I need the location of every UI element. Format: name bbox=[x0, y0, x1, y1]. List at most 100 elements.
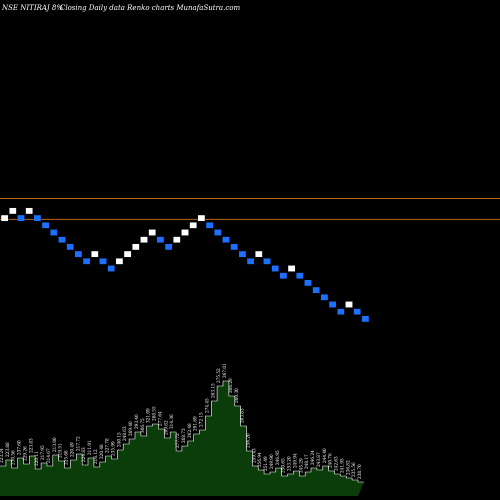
volume-label: 214.67 bbox=[46, 448, 51, 463]
volume-label: 225.68 bbox=[64, 450, 69, 465]
volume-label: 248.17 bbox=[304, 454, 309, 469]
up-brick bbox=[189, 221, 198, 229]
up-brick bbox=[254, 250, 263, 258]
volume-label: 260.30 bbox=[234, 388, 239, 403]
up-brick bbox=[25, 207, 34, 215]
volume-label: 250.65 bbox=[281, 458, 286, 473]
volume-label: 235.56 bbox=[351, 462, 356, 477]
renko-bricks bbox=[0, 207, 370, 323]
volume-label: 275.52 bbox=[216, 368, 221, 383]
volume-label: 216.12 bbox=[93, 449, 98, 464]
down-brick bbox=[164, 243, 173, 251]
down-brick bbox=[271, 265, 280, 272]
volume-label: 238.70 bbox=[357, 464, 362, 479]
volume-label: 291.69 bbox=[193, 416, 198, 431]
volume-label: 262.48 bbox=[187, 423, 192, 438]
down-brick bbox=[213, 229, 222, 236]
volume-area bbox=[0, 380, 364, 496]
volume-label: 259.43 bbox=[251, 448, 256, 463]
down-brick bbox=[50, 229, 58, 236]
chart-title: Closing Daily data Renko charts MunafaSu… bbox=[60, 4, 240, 12]
up-brick bbox=[148, 229, 157, 236]
down-brick bbox=[279, 272, 288, 280]
volume-label: 236.82 bbox=[345, 460, 350, 475]
volume-label: 253.20 bbox=[287, 456, 292, 471]
down-brick bbox=[246, 258, 255, 265]
down-brick bbox=[296, 272, 304, 280]
down-brick bbox=[74, 250, 83, 258]
volume-label: 229.26 bbox=[22, 446, 27, 461]
volume-label: 277.72 bbox=[175, 433, 180, 448]
up-brick bbox=[172, 236, 181, 244]
volume-label: 223.83 bbox=[28, 438, 33, 453]
volume-label: 245.29 bbox=[298, 458, 303, 473]
up-brick bbox=[287, 265, 296, 272]
volume-label: 267.01 bbox=[222, 363, 227, 378]
up-brick bbox=[131, 243, 140, 251]
volume-label: 248.63 bbox=[122, 426, 127, 441]
down-brick bbox=[99, 258, 107, 265]
volume-label: 217.72 bbox=[75, 436, 80, 451]
up-brick bbox=[345, 301, 353, 308]
down-brick bbox=[66, 243, 74, 251]
down-brick bbox=[222, 236, 230, 244]
up-brick bbox=[123, 250, 132, 258]
volume-label: 243.87 bbox=[316, 452, 321, 467]
down-brick bbox=[353, 308, 362, 316]
volume-label: 272.15 bbox=[199, 412, 204, 427]
down-brick bbox=[328, 301, 337, 308]
down-brick bbox=[33, 214, 42, 222]
volume-label: 277.64 bbox=[157, 411, 162, 426]
down-brick bbox=[337, 308, 345, 316]
volume-label: 249.94 bbox=[292, 453, 297, 468]
down-brick bbox=[156, 236, 165, 244]
volume-label: 213.00 bbox=[52, 437, 57, 452]
volume-label: 227.78 bbox=[105, 438, 110, 453]
up-brick bbox=[197, 214, 206, 222]
volume-label: 321.09 bbox=[146, 408, 151, 423]
volume-label: 242.63 bbox=[334, 456, 339, 471]
down-brick bbox=[304, 279, 312, 287]
volume-fill bbox=[0, 381, 364, 496]
volume-label: 240.76 bbox=[328, 453, 333, 468]
volume-label: 220.49 bbox=[69, 442, 74, 457]
down-brick bbox=[238, 250, 247, 258]
volume-label: 299.82 bbox=[163, 420, 168, 435]
down-brick bbox=[82, 258, 91, 265]
volume-label: 293.40 bbox=[134, 414, 139, 429]
up-brick bbox=[181, 229, 189, 236]
volume-label: 241.95 bbox=[339, 458, 344, 473]
resistance-lines bbox=[0, 197, 500, 220]
volume-outline bbox=[0, 380, 364, 483]
volume-label: 263.15 bbox=[210, 383, 215, 398]
volume-label: 217.95 bbox=[40, 445, 45, 460]
up-brick bbox=[115, 258, 124, 265]
volume-label: 230.56 bbox=[11, 450, 16, 465]
down-brick bbox=[263, 258, 271, 265]
volume-label: 266.29 bbox=[228, 378, 233, 393]
down-brick bbox=[107, 265, 115, 272]
volume-label: 237.60 bbox=[17, 440, 22, 455]
volume-label: 274.45 bbox=[204, 398, 209, 413]
volume-label: 235.99 bbox=[111, 441, 116, 456]
volume-label: 288.55 bbox=[152, 406, 157, 421]
up-brick bbox=[0, 214, 9, 222]
volume-label: 240.15 bbox=[116, 432, 121, 447]
down-brick bbox=[320, 294, 329, 301]
volume-label: 244.40 bbox=[322, 448, 327, 463]
volume-label: 220.11 bbox=[34, 451, 39, 466]
down-brick bbox=[312, 286, 321, 294]
volume-label: 219.51 bbox=[58, 443, 63, 458]
volume-label: 263.83 bbox=[240, 408, 245, 423]
volume-label: 220.48 bbox=[99, 444, 104, 459]
volume-label: 246.95 bbox=[275, 450, 280, 465]
down-brick bbox=[230, 243, 239, 251]
volume-label: 256.94 bbox=[257, 452, 262, 467]
up-brick bbox=[140, 236, 148, 244]
volume-label: 246.24 bbox=[310, 450, 315, 465]
up-brick bbox=[8, 207, 17, 215]
volume-label: 256.20 bbox=[245, 433, 250, 448]
volume-label: 269.40 bbox=[128, 421, 133, 436]
volume-label: 268.73 bbox=[181, 428, 186, 443]
